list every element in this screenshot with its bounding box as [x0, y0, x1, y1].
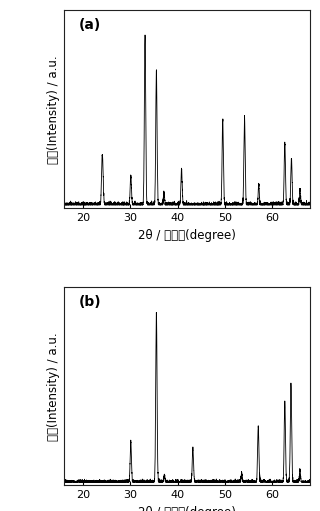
Y-axis label: 强度(Intensity) / a.u.: 强度(Intensity) / a.u.: [47, 332, 60, 441]
Text: (a): (a): [79, 18, 101, 32]
X-axis label: 2θ / 衍射角(degree): 2θ / 衍射角(degree): [138, 506, 236, 511]
X-axis label: 2θ / 衍射角(degree): 2θ / 衍射角(degree): [138, 228, 236, 242]
Y-axis label: 强度(Intensity) / a.u.: 强度(Intensity) / a.u.: [47, 55, 60, 164]
Text: (b): (b): [79, 295, 101, 309]
